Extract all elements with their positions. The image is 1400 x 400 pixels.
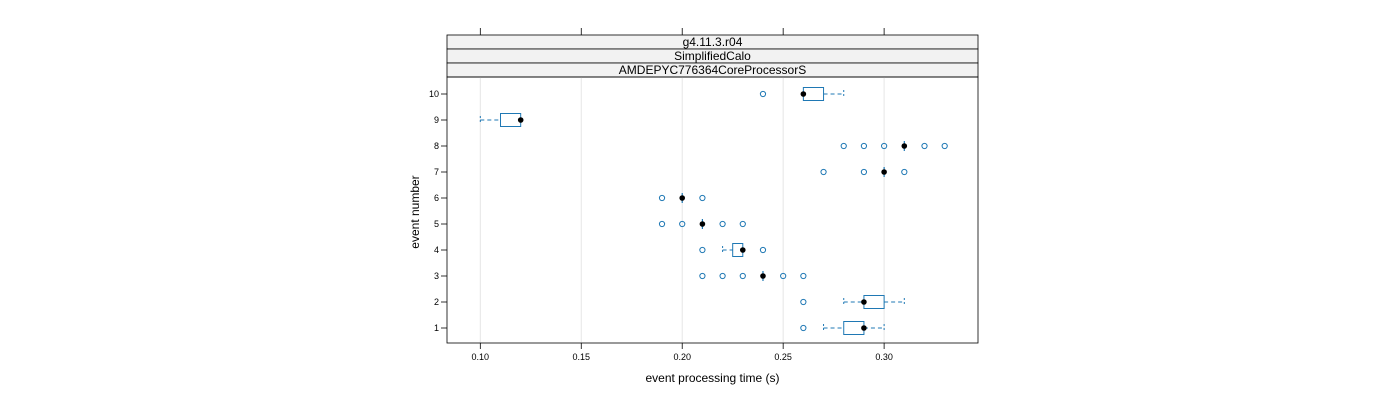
box-event-10 — [759, 87, 845, 101]
box-event-1 — [800, 321, 885, 335]
outlier-point — [881, 142, 888, 150]
y-tick-label: 8 — [434, 141, 439, 151]
outlier-point — [941, 142, 948, 150]
x-tick-label: 0.25 — [774, 352, 792, 362]
outlier-point — [840, 142, 847, 150]
box-iqr — [863, 295, 885, 309]
top-axis-ticks — [479, 28, 885, 35]
y-axis-title: event number — [408, 175, 422, 248]
median-point — [800, 91, 807, 97]
y-tick-label: 2 — [434, 297, 439, 307]
outlier-point — [699, 272, 706, 280]
y-tick-label: 7 — [434, 167, 439, 177]
outlier-point — [921, 142, 928, 150]
box-event-6 — [658, 193, 706, 203]
outlier-point — [679, 220, 686, 228]
x-tick-label: 0.15 — [572, 352, 590, 362]
outlier-point — [780, 272, 787, 280]
strip-2-label: SimplifiedCalo — [674, 49, 751, 63]
median-point — [699, 221, 706, 227]
x-axis-title: event processing time (s) — [645, 371, 779, 385]
strip-header: g4.11.3.r04 SimplifiedCalo AMDEPYC776364… — [446, 34, 979, 78]
outlier-point — [800, 298, 807, 306]
median-point — [679, 195, 686, 201]
y-tick-label: 1 — [434, 323, 439, 333]
y-tick-label: 3 — [434, 271, 439, 281]
x-tick-label: 0.20 — [673, 352, 691, 362]
median-point — [739, 247, 746, 253]
outlier-point — [800, 272, 807, 280]
outlier-point — [739, 220, 746, 228]
x-tick-label: 0.30 — [875, 352, 893, 362]
outlier-point — [719, 220, 726, 228]
box-iqr — [843, 321, 865, 335]
box-event-8 — [840, 141, 948, 151]
box-event-7 — [820, 167, 908, 177]
outlier-point — [699, 246, 706, 254]
box-event-2 — [800, 295, 905, 309]
median-point — [760, 273, 766, 279]
median-point — [517, 117, 524, 123]
median-point — [901, 143, 908, 149]
y-tick-label: 10 — [429, 89, 439, 99]
outlier-point — [658, 220, 666, 228]
box-event-3 — [699, 271, 807, 281]
strip-1-label: g4.11.3.r04 — [683, 35, 743, 49]
plot-panel-border — [446, 76, 979, 344]
box-event-9 — [479, 113, 524, 127]
median-point — [881, 169, 887, 175]
y-tick-label: 6 — [434, 193, 439, 203]
x-tick-label: 0.10 — [472, 352, 490, 362]
outlier-point — [759, 90, 767, 98]
grid-lines — [479, 77, 885, 343]
x-axis: 0.10 0.15 0.20 0.25 0.30 — [472, 343, 893, 362]
box-event-4 — [699, 243, 767, 257]
y-tick-label: 4 — [434, 245, 439, 255]
box-iqr — [500, 113, 522, 127]
y-axis: 1 2 3 4 5 6 7 8 9 10 — [429, 89, 447, 333]
y-tick-label: 9 — [434, 115, 439, 125]
box-series — [479, 87, 948, 335]
box-iqr — [802, 87, 825, 101]
outlier-point — [820, 168, 827, 176]
outlier-point — [719, 272, 726, 280]
median-point — [861, 325, 867, 331]
box-event-5 — [658, 219, 746, 229]
outlier-point — [658, 194, 666, 202]
y-tick-label: 5 — [434, 219, 439, 229]
outlier-point — [800, 324, 807, 332]
strip-3-label: AMDEPYC776364CoreProcessorS — [619, 63, 806, 77]
outlier-point — [739, 272, 746, 280]
outlier-point — [860, 168, 868, 176]
median-point — [861, 299, 867, 305]
outlier-point — [860, 142, 868, 150]
outlier-point — [699, 194, 706, 202]
outlier-point — [759, 246, 767, 254]
outlier-point — [901, 168, 908, 176]
